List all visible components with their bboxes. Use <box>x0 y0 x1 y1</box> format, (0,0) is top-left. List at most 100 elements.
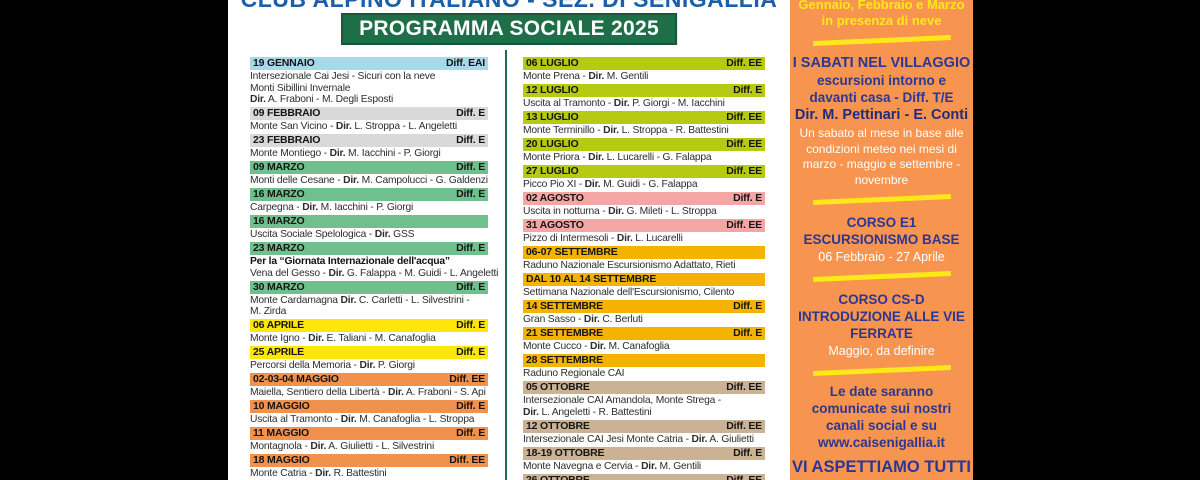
event-date: 30 MARZO <box>253 280 305 293</box>
event-date: 20 LUGLIO <box>526 138 579 150</box>
event-date: 09 FEBBRAIO <box>253 107 321 119</box>
event-description: Per la “Giornata Internazionale dell'acq… <box>250 256 450 267</box>
event-row: 02-03-04 MAGGIO Diff. EE Maiella, Sentiero… <box>250 373 488 399</box>
event-date-bar: 09 MARZO Diff. E <box>250 161 488 174</box>
event-row: 30 MARZO Diff. E Monte Cardamagna Dir. C. … <box>250 280 488 318</box>
event-description: Uscita al Tramonto - Dir. P. Giorgi - M.… <box>523 98 725 109</box>
event-date-bar: 02-03-04 MAGGIO Diff. EE <box>250 373 488 386</box>
event-description: Raduno Regionale CAI <box>523 368 625 379</box>
event-difficulty: Diff. E <box>456 242 485 254</box>
snow-note-line2: in presenza di neve <box>821 13 942 28</box>
event-row: 06-07 SETTEMBRE Raduno Nazionale Escursio… <box>523 246 765 272</box>
event-difficulty: Diff. E <box>456 134 485 146</box>
event-difficulty: Diff. EE <box>726 138 762 150</box>
event-difficulty: Diff. E <box>733 84 762 96</box>
event-row: 11 MAGGIO Diff. E Montagnola - Dir. A. Giu… <box>250 427 488 453</box>
event-description: Uscita in notturna - Dir. G. Mileti - L.… <box>523 206 717 217</box>
event-difficulty: Diff. EE <box>726 473 762 480</box>
event-date-bar: 05 OTTOBRE Diff. EE <box>523 381 765 394</box>
event-difficulty: Diff. E <box>733 300 762 312</box>
event-date: 26 OTTOBRE <box>526 473 590 480</box>
event-difficulty: Diff. E <box>456 188 485 200</box>
event-description: Settimana Nazionale dell'Escursionismo, … <box>523 287 735 298</box>
event-date-bar: 19 GENNAIO Diff. EAI <box>250 57 488 70</box>
event-date: 25 APRILE <box>253 346 304 358</box>
event-date: 21 SETTEMBRE <box>526 327 603 339</box>
event-row: 10 MAGGIO Diff. E Uscita al Tramonto - Dir… <box>250 400 488 426</box>
event-date-bar: 18-19 OTTOBRE Diff. E <box>523 446 765 460</box>
event-row: 19 GENNAIO Diff. EAI Intersezionale Cai Je… <box>250 57 488 106</box>
event-description: Dir. A. Fraboni - M. Degli Esposti <box>250 94 394 105</box>
event-date: DAL 10 AL 14 SETTEMBRE <box>526 273 657 285</box>
event-row: DAL 10 AL 14 SETTEMBRE Settimana Nazional… <box>523 273 765 299</box>
event-date-bar: 18 MAGGIO Diff. EE <box>250 454 488 467</box>
event-date-bar: 06-07 SETTEMBRE <box>523 246 765 259</box>
sabati-subtitle: escursioni intorno e davanti casa - Diff… <box>809 73 954 105</box>
corso-csd-title-line2: INTRODUZIONE ALLE VIE FERRATE <box>798 309 965 341</box>
event-date-bar: 12 OTTOBRE Diff. EE <box>523 419 765 433</box>
event-row: 05 OTTOBRE Diff. EE Intersezionale CAI Ama… <box>523 381 765 418</box>
event-description: Monte Terminillo - Dir. L. Stroppa - R. … <box>523 125 729 136</box>
event-description: Picco Pio XI - Dir. M. Guidi - G. Falapp… <box>523 179 698 190</box>
event-description: Raduno Nazionale Escursionismo Adattato,… <box>523 260 736 271</box>
event-date: 12 OTTOBRE <box>526 419 590 432</box>
event-date-bar: 02 AGOSTO Diff. E <box>523 192 765 205</box>
event-date: 06 APRILE <box>253 319 304 331</box>
event-date-bar: 09 FEBBRAIO Diff. E <box>250 107 488 120</box>
event-row: 23 MARZO Diff. E Per la “Giornata Internaz… <box>250 242 498 279</box>
event-difficulty: Diff. E <box>733 327 762 339</box>
event-description: Maiella, Sentiero della Libertà - Dir. A… <box>250 387 486 398</box>
column-divider <box>505 50 507 480</box>
event-description: Monte Prena - Dir. M. Gentili <box>523 71 649 82</box>
event-date-bar: 31 AGOSTO Diff. EE <box>523 219 765 232</box>
event-row: 26 OTTOBRE Diff. EE <box>523 473 765 480</box>
event-date-bar: DAL 10 AL 14 SETTEMBRE <box>523 273 765 286</box>
corso-e1-title: CORSO E1 ESCURSIONISMO BASE <box>796 214 968 248</box>
event-row: 14 SETTEMBRE Diff. E Gran Sasso - Dir. C. … <box>523 300 765 326</box>
event-date-bar: 20 LUGLIO Diff. EE <box>523 138 765 151</box>
event-difficulty: Diff. EE <box>726 381 762 393</box>
sabati-body: Un sabato al mese in base alle condizion… <box>799 126 964 187</box>
event-row: 09 MARZO Diff. E Monti delle Cesane - Dir.… <box>250 161 488 187</box>
event-difficulty: Diff. EE <box>726 219 762 231</box>
event-row: 21 SETTEMBRE Diff. E Monte Cucco - Dir. M.… <box>523 327 765 353</box>
event-date-bar: 12 LUGLIO Diff. E <box>523 84 765 97</box>
event-description: Monte Catria - Dir. R. Battestini <box>250 468 387 479</box>
yellow-divider <box>812 193 951 206</box>
event-date: 16 MARZO <box>253 188 305 200</box>
event-row: 09 FEBBRAIO Diff. E Monte San Vicino - Dir… <box>250 107 488 133</box>
event-date: 16 MARZO <box>253 215 305 227</box>
event-description: Monte Igno - Dir. E. Taliani - M. Canafo… <box>250 333 436 344</box>
club-title: CLUB ALPINO ITALIANO - SEZ. DI SENIGALLI… <box>228 0 790 13</box>
event-description: Monte Cardamagna Dir. C. Carletti - L. S… <box>250 294 470 306</box>
event-date-bar: 21 SETTEMBRE Diff. E <box>523 327 765 340</box>
event-row: 12 OTTOBRE Diff. EE Intersezionale CAI Jes… <box>523 419 765 446</box>
program-column-lug-ott: 06 LUGLIO Diff. EE Monte Prena - Dir. M. G… <box>523 57 765 480</box>
event-description: Uscita Sociale Spelologica - Dir. GSS <box>250 229 415 240</box>
event-date: 23 MARZO <box>253 242 305 254</box>
event-date-bar: 23 MARZO Diff. E <box>250 242 488 255</box>
event-date: 02 AGOSTO <box>526 192 584 204</box>
event-description: Pizzo di Intermesoli - Dir. L. Lucarelli <box>523 233 683 244</box>
event-description: Monti Sibillini Invernale <box>250 82 351 94</box>
corso-csd-dates: Maggio, da definire <box>828 344 935 358</box>
event-date: 18-19 OTTOBRE <box>526 446 605 459</box>
event-description: Intersezionale Cai Jesi - Sicuri con la … <box>250 71 436 82</box>
event-row: 13 LUGLIO Diff. EE Monte Terminillo - Dir.… <box>523 111 765 137</box>
event-description: Uscita al Tramonto - Dir. M. Canafoglia … <box>250 414 475 425</box>
event-date: 31 AGOSTO <box>526 219 584 231</box>
corso-e1-title-line2: ESCURSIONISMO BASE <box>803 232 960 247</box>
event-row: 18 MAGGIO Diff. EE Monte Catria - Dir. R. … <box>250 454 488 480</box>
event-date: 13 LUGLIO <box>526 111 579 123</box>
event-date: 27 LUGLIO <box>526 165 579 177</box>
sabati-directors: Dir. M. Pettinari - E. Conti <box>794 107 969 123</box>
event-description: Intersezionale CAI Amandola, Monte Streg… <box>523 395 722 406</box>
event-description: Monte Navegna e Cervia - Dir. M. Gentili <box>523 460 702 472</box>
event-date: 19 GENNAIO <box>253 57 315 69</box>
event-row: 25 APRILE Diff. E Percorsi della Memoria -… <box>250 346 488 372</box>
event-row: 23 FEBBRAIO Diff. E Monte Montiego - Dir. … <box>250 134 488 160</box>
event-difficulty: Diff. EE <box>726 165 762 177</box>
event-date: 05 OTTOBRE <box>526 381 590 393</box>
event-difficulty: Diff. E <box>456 161 485 173</box>
event-row: 06 APRILE Diff. E Monte Igno - Dir. E. Tal… <box>250 319 488 345</box>
